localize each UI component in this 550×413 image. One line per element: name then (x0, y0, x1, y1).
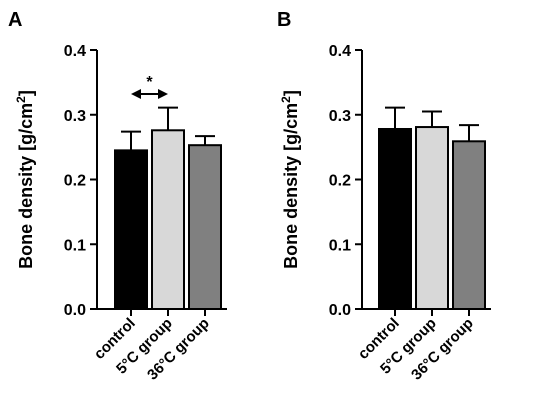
y-tick-label: 0.2 (329, 173, 351, 190)
y-tick-label: 0.1 (329, 237, 351, 254)
significance-marker: * (146, 74, 153, 91)
bar-1 (378, 127, 412, 310)
y-tick-label: 0.3 (329, 108, 351, 125)
y-axis-label-main: Bone density [g/cm (281, 103, 301, 269)
bar-2 (151, 129, 185, 310)
y-tick-label: 0.1 (64, 237, 86, 254)
arrowhead-left (131, 89, 141, 99)
y-tick-label: 0.0 (64, 302, 86, 319)
y-axis-label: Bone density [g/cm2] (279, 90, 301, 269)
y-tick-label: 0.0 (329, 302, 351, 319)
bar-3 (188, 144, 222, 310)
y-tick-label: 0.4 (64, 43, 86, 60)
y-tick-label: 0.4 (329, 43, 351, 60)
panel-label: A (8, 9, 22, 31)
bar-1 (114, 149, 148, 310)
y-axis-label-suffix: ] (16, 90, 36, 96)
y-tick-label: 0.2 (64, 173, 86, 190)
y-axis-label-superscript: 2 (14, 96, 28, 103)
y-axis-label: Bone density [g/cm2] (14, 90, 36, 269)
y-axis-label-suffix: ] (281, 90, 301, 96)
y-axis-label-superscript: 2 (279, 96, 293, 103)
arrowhead-right (158, 89, 168, 99)
bar-3 (452, 140, 486, 310)
bar-2 (415, 126, 449, 310)
y-tick-label: 0.3 (64, 108, 86, 125)
panel-label: B (277, 9, 291, 31)
y-axis-label-main: Bone density [g/cm (16, 103, 36, 269)
